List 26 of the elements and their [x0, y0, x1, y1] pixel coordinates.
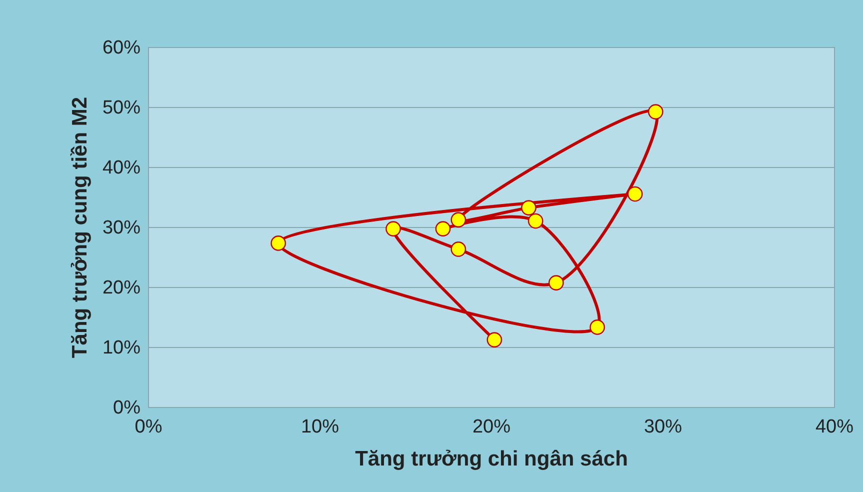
point	[486, 332, 502, 348]
point	[386, 221, 401, 236]
y-tick-label: 0%	[113, 398, 141, 418]
point	[548, 275, 564, 290]
point	[450, 242, 466, 257]
point	[435, 221, 451, 236]
x-tick-label: 20%	[472, 416, 511, 438]
point	[648, 104, 664, 120]
x-tick-label: 40%	[815, 416, 854, 438]
point	[521, 200, 536, 216]
point	[590, 320, 605, 335]
x-tick-label: 30%	[644, 416, 682, 438]
point	[450, 212, 466, 228]
y-tick-label: 40%	[102, 158, 141, 178]
point	[528, 213, 544, 229]
y-tick-label: 30%	[102, 218, 141, 238]
x-axis-title: Tăng trưởng chi ngân sách	[355, 448, 628, 470]
y-tick-label: 10%	[102, 338, 141, 358]
y-tick-label: 20%	[102, 278, 141, 298]
point	[270, 236, 286, 251]
y-tick-label: 50%	[102, 98, 141, 118]
point	[627, 186, 643, 202]
x-tick-label: 0%	[134, 416, 162, 438]
y-tick-label: 60%	[102, 38, 141, 58]
y-axis-title: Tăng trưởng cung tiền M2	[68, 96, 92, 358]
x-tick-label: 10%	[300, 416, 340, 438]
